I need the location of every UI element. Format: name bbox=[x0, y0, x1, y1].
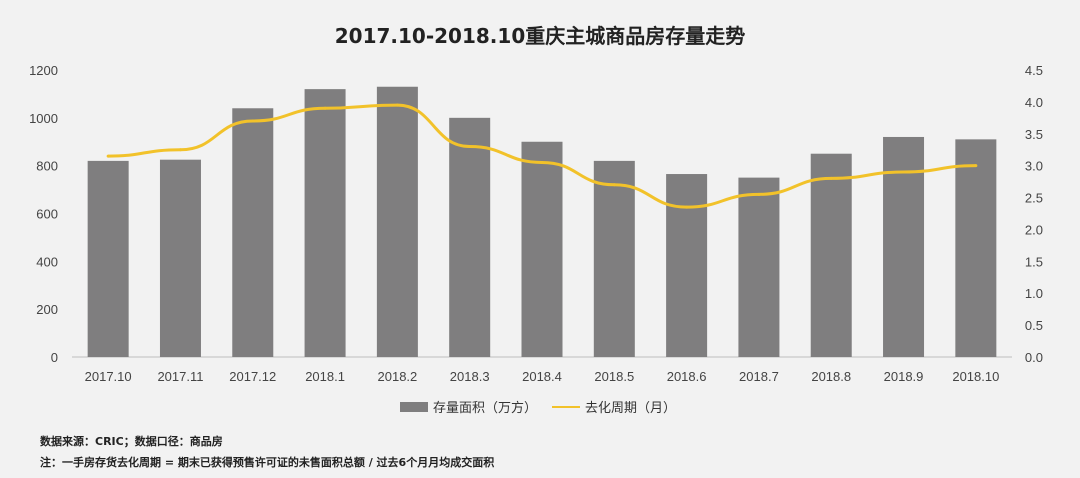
legend-bar-swatch bbox=[400, 401, 428, 412]
x-tick-label: 2018.2 bbox=[378, 369, 418, 384]
source-note: 数据来源：CRIC；数据口径：商品房 bbox=[40, 435, 223, 448]
bar bbox=[593, 160, 635, 357]
line-point bbox=[106, 154, 110, 158]
y-left-tick-label: 1000 bbox=[29, 111, 58, 126]
y-right-tick-label: 3.0 bbox=[1025, 159, 1043, 174]
x-tick-label: 2017.12 bbox=[229, 369, 276, 384]
bar bbox=[304, 89, 346, 357]
line-point bbox=[323, 106, 327, 110]
x-tick-label: 2017.10 bbox=[85, 369, 132, 384]
y-left-tick-label: 400 bbox=[36, 254, 58, 269]
legend-line-item: 去化周期（月） bbox=[552, 397, 676, 416]
legend-bar-label: 存量面积（万方） bbox=[433, 401, 538, 416]
y-right-tick-label: 0.5 bbox=[1025, 318, 1043, 333]
bar bbox=[159, 159, 201, 357]
bar bbox=[666, 174, 708, 357]
y-right-tick-label: 2.0 bbox=[1025, 222, 1043, 237]
y-right-tick-label: 1.5 bbox=[1025, 254, 1043, 269]
line-point bbox=[612, 183, 616, 187]
definition-note: 注：一手房存货去化周期 = 期末已获得预售许可证的未售面积总额 / 过去6个月月… bbox=[40, 456, 495, 469]
y-left-tick-label: 200 bbox=[36, 302, 58, 317]
legend-line-swatch bbox=[552, 405, 580, 408]
y-right-tick-label: 0.0 bbox=[1025, 350, 1043, 365]
bar bbox=[883, 136, 925, 357]
y-right-tick-label: 4.0 bbox=[1025, 95, 1043, 110]
y-right-tick-label: 4.5 bbox=[1025, 63, 1043, 78]
bar bbox=[955, 139, 997, 357]
line-point bbox=[685, 205, 689, 209]
y-right-tick-label: 1.0 bbox=[1025, 286, 1043, 301]
legend-bar-item: 存量面积（万方） bbox=[400, 397, 537, 416]
x-tick-label: 2018.9 bbox=[884, 369, 924, 384]
x-tick-label: 2018.3 bbox=[450, 369, 490, 384]
x-tick-label: 2018.10 bbox=[952, 369, 999, 384]
x-tick-label: 2018.7 bbox=[739, 369, 779, 384]
line-point bbox=[395, 103, 399, 107]
bar bbox=[810, 153, 852, 357]
x-tick-label: 2017.11 bbox=[157, 369, 203, 384]
y-left-tick-label: 0 bbox=[51, 350, 58, 365]
bar bbox=[87, 160, 129, 357]
line-point bbox=[468, 145, 472, 149]
bar bbox=[232, 108, 274, 358]
line-point bbox=[902, 170, 906, 174]
x-tick-label: 2018.1 bbox=[305, 369, 345, 384]
y-left-tick-label: 600 bbox=[36, 207, 58, 222]
line-point bbox=[974, 164, 978, 168]
bar bbox=[738, 177, 780, 357]
x-tick-label: 2018.6 bbox=[667, 369, 707, 384]
x-tick-label: 2018.8 bbox=[811, 369, 851, 384]
legend-line-label: 去化周期（月） bbox=[585, 401, 677, 416]
x-tick-label: 2018.5 bbox=[594, 369, 634, 384]
line-point bbox=[251, 119, 255, 123]
bar bbox=[376, 86, 418, 357]
y-right-tick-label: 3.5 bbox=[1025, 127, 1043, 142]
bar bbox=[449, 117, 491, 357]
line-point bbox=[178, 148, 182, 152]
y-left-tick-label: 800 bbox=[36, 159, 58, 174]
line-point bbox=[829, 176, 833, 180]
line-point bbox=[540, 160, 544, 164]
bar bbox=[521, 141, 563, 357]
y-right-tick-label: 2.5 bbox=[1025, 191, 1043, 206]
line-point bbox=[757, 192, 761, 196]
y-left-tick-label: 1200 bbox=[29, 63, 58, 78]
x-tick-label: 2018.4 bbox=[522, 369, 562, 384]
chart-title: 2017.10-2018.10重庆主城商品房存量走势 bbox=[334, 24, 746, 48]
